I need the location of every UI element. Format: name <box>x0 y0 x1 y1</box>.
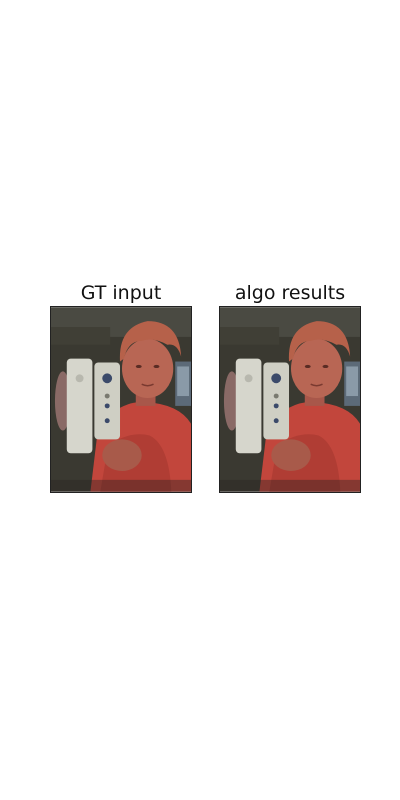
photo-panel-gt-input <box>50 306 192 493</box>
panel-title-algo-results: algo results <box>234 282 346 304</box>
photo-algo-results <box>220 307 360 492</box>
photo-gt-input <box>51 307 191 492</box>
photo-panel-algo-results <box>219 306 361 493</box>
panel-title-gt-input: GT input <box>80 282 162 304</box>
